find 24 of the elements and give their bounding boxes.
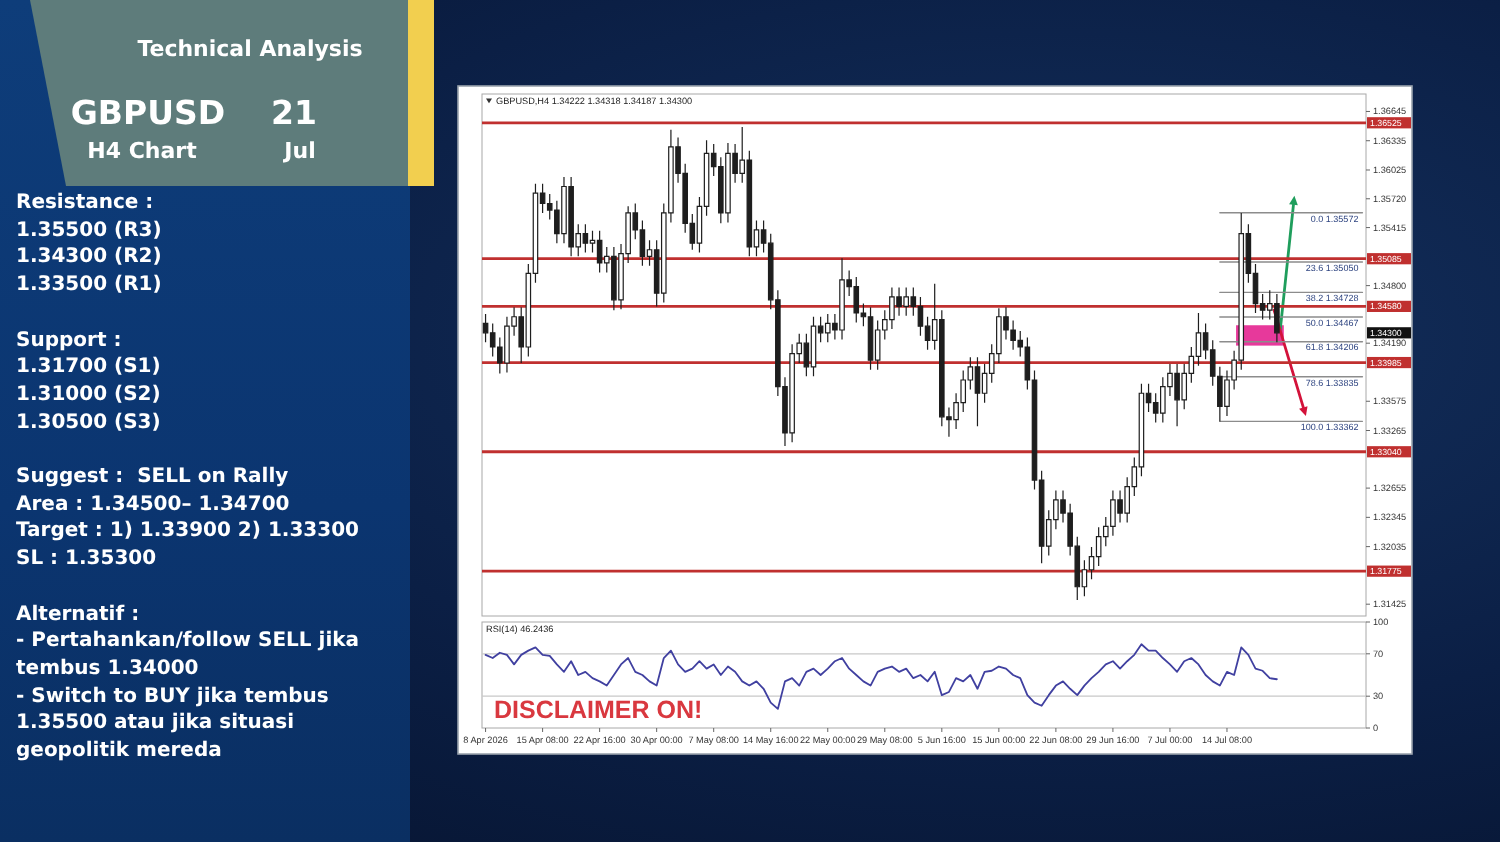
candlestick bbox=[582, 223, 589, 254]
text: Jul bbox=[281, 138, 318, 166]
text: Resistance : 1.35500 (R3) 1.34300 (R2) 1.33500 (R1) bbox=[16, 190, 164, 300]
text: Suggest : SELL on Rally Area : 1.34500– 1.34700 Target : 1) 1.33900 2) 1.33300 SL : 1.35300 bbox=[16, 464, 361, 574]
candlestick bbox=[839, 257, 845, 341]
candlestick bbox=[903, 286, 909, 317]
candlestick bbox=[568, 176, 574, 257]
text: H4 Chart bbox=[85, 138, 199, 166]
annotation: DISCLAIMER ON! bbox=[494, 696, 703, 724]
text: GBPUSD bbox=[68, 94, 228, 134]
candlestick bbox=[853, 276, 860, 324]
candlestick bbox=[810, 316, 817, 377]
candlestick bbox=[824, 313, 831, 343]
candlestick bbox=[725, 142, 731, 223]
text: Alternatif : - Pertahankan/follow SELL jika tembus 1.34000 - Switch to BUY jika tembus 1.35500 atau jika situasi geopolitik mereda bbox=[16, 601, 362, 766]
text: 21 bbox=[271, 94, 317, 133]
text: Support : 1.31700 (S1) 1.31000 (S2) 1.30500 (S3) bbox=[16, 327, 163, 437]
candlestick bbox=[1274, 293, 1280, 343]
text: Technical Analysis bbox=[135, 34, 365, 66]
candlestick bbox=[1174, 363, 1180, 427]
candlestick bbox=[611, 246, 617, 311]
candlestick bbox=[596, 230, 603, 274]
candlestick bbox=[974, 356, 981, 427]
candlestick bbox=[867, 306, 874, 371]
